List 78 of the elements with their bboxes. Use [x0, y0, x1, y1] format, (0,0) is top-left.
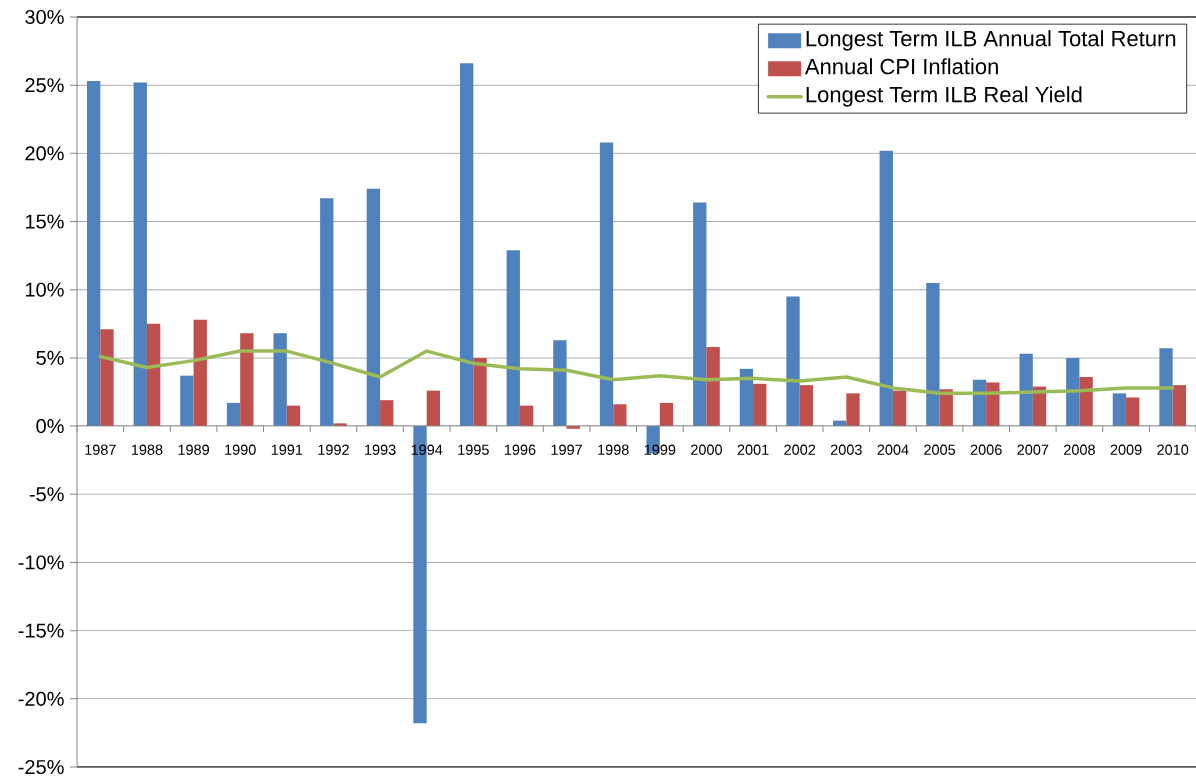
bar: [846, 393, 860, 427]
x-tick-label: 1990: [225, 444, 256, 455]
y-tick-label: -10%: [18, 555, 64, 570]
x-tick-label: 2010: [1157, 444, 1189, 455]
bar: [659, 402, 674, 427]
bar: [1066, 357, 1080, 427]
legend-label: Annual CPI Inflation: [804, 58, 998, 75]
bar: [1079, 376, 1093, 427]
y-tick-label: 10%: [25, 282, 64, 297]
x-tick-label: 1992: [318, 444, 349, 455]
x-tick-label: 1987: [85, 444, 116, 455]
bar: [986, 382, 1000, 427]
x-tick-label: 2006: [970, 444, 1002, 455]
y-tick-label: -25%: [18, 759, 64, 775]
x-tick-label: 1998: [598, 444, 629, 455]
legend-label: Longest Term ILB Annual Total Return: [806, 30, 1176, 51]
bar: [1019, 353, 1033, 427]
bar: [1126, 397, 1140, 427]
bar: [1112, 393, 1127, 427]
bar: [226, 402, 241, 427]
bar: [320, 198, 334, 427]
x-tick-label: 2005: [924, 444, 956, 455]
x-tick-label: 2007: [1017, 444, 1049, 455]
x-tick-label: 2000: [691, 444, 722, 455]
bar: [473, 357, 487, 427]
y-tick-label: 30%: [25, 9, 64, 25]
x-tick-label: 1991: [271, 444, 303, 455]
x-tick-label: 2004: [877, 444, 909, 455]
bar: [926, 282, 940, 427]
bar: [240, 333, 254, 427]
x-tick-label: 1995: [458, 444, 489, 455]
bar: [1159, 348, 1173, 427]
bar: [786, 296, 800, 427]
bar: [426, 390, 441, 427]
y-tick-label: 15%: [25, 214, 64, 229]
bar: [459, 63, 474, 427]
bar: [1172, 385, 1187, 427]
line-series: [98, 349, 1175, 396]
y-tick-label: 0%: [36, 419, 64, 434]
bar: [892, 390, 907, 427]
y-tick-label: -5%: [29, 487, 64, 502]
y-tick-label: -15%: [18, 623, 64, 638]
bar: [506, 250, 520, 427]
bar: [753, 383, 767, 427]
bar: [146, 323, 161, 427]
bar: [739, 368, 754, 427]
x-tick-label: 2003: [830, 444, 862, 455]
y-tick-label: 20%: [25, 146, 64, 161]
bar: [100, 329, 114, 427]
bar: [133, 82, 147, 427]
bar: [599, 142, 614, 427]
x-tick-label: 1993: [365, 444, 396, 455]
bar: [693, 202, 707, 427]
bar: [273, 333, 287, 427]
x-tick-label: 1989: [178, 444, 210, 455]
x-tick-label: 1988: [131, 444, 163, 455]
x-tick-label: 2008: [1064, 444, 1095, 455]
x-tick-label: 2001: [737, 444, 769, 455]
bar: [380, 400, 394, 427]
bar: [799, 385, 814, 427]
bar: [366, 188, 381, 427]
x-tick-label: 1996: [504, 444, 536, 455]
legend-label: Longest Term ILB Real Yield: [806, 86, 1082, 107]
bar: [706, 347, 720, 427]
bar: [879, 150, 893, 427]
y-tick-label: 25%: [25, 78, 64, 93]
x-tick-label: 1997: [551, 444, 582, 455]
y-tick-label: -20%: [18, 691, 64, 706]
bar: [519, 405, 534, 427]
bar: [180, 375, 194, 427]
bar: [86, 81, 101, 427]
bar: [553, 340, 567, 427]
x-tick-label: 2009: [1110, 444, 1142, 455]
y-tick-label: 5%: [36, 350, 64, 365]
bar: [286, 405, 301, 427]
bar: [613, 404, 627, 427]
x-tick-label: 2002: [784, 444, 816, 455]
bar: [193, 319, 207, 427]
